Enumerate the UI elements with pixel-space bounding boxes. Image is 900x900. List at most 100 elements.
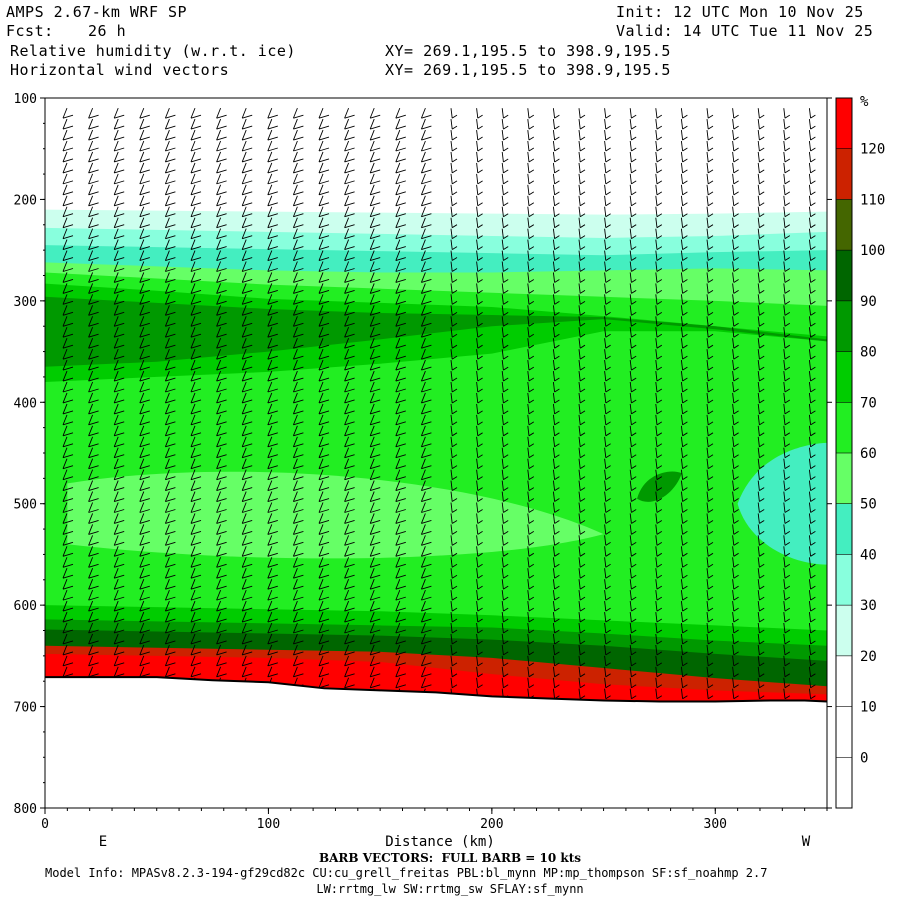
barb-flag [216, 180, 227, 185]
barb-flag [370, 684, 381, 689]
barb-staff [476, 480, 479, 491]
barb-staff [395, 173, 401, 185]
barb-staff [420, 381, 426, 393]
barb-staff [139, 568, 145, 579]
barb-flag [707, 114, 714, 119]
barb-flag [293, 618, 304, 623]
barb-staff [216, 491, 222, 502]
barb-staff [655, 349, 658, 360]
barb-staff [190, 272, 196, 283]
barb-flag [656, 563, 663, 568]
barb-staff [706, 316, 709, 327]
barb-staff [369, 469, 375, 480]
barb-flag [62, 246, 74, 251]
barb-staff [88, 261, 94, 272]
barb-flag [114, 257, 125, 261]
barb-flag [267, 158, 278, 163]
barb-staff [578, 655, 581, 666]
barb-flag [114, 498, 125, 502]
barb-staff [655, 677, 658, 688]
colorbar-label: 20 [860, 649, 877, 665]
barb-staff [706, 611, 709, 623]
barb-staff [706, 524, 709, 535]
barb-flag [810, 487, 816, 491]
barb-flag [477, 520, 483, 524]
barb-staff [113, 666, 119, 677]
barb-staff [267, 316, 273, 327]
barb-staff [190, 666, 196, 677]
barb-staff [395, 458, 401, 469]
barb-flag [579, 224, 586, 229]
barb-flag [421, 629, 432, 634]
barb-column [706, 108, 714, 700]
barb-staff [783, 381, 786, 393]
barb-staff [501, 579, 504, 590]
barb-staff [88, 338, 94, 349]
barb-staff [139, 338, 145, 349]
barb-flag [88, 662, 99, 667]
barb-flag [554, 410, 560, 415]
barb-staff [241, 458, 247, 469]
barb-flag [318, 651, 330, 656]
barb-staff [578, 119, 581, 130]
barb-staff [139, 600, 145, 612]
barb-flag [477, 355, 483, 360]
barb-flag [370, 125, 381, 130]
barb-flag [114, 366, 125, 371]
barb-staff [88, 184, 94, 195]
barb-flag [267, 169, 278, 174]
barb-flag [421, 268, 432, 272]
barb-staff [113, 162, 119, 174]
barb-staff [476, 392, 479, 404]
barb-flag [682, 465, 688, 470]
barb-staff [216, 261, 222, 272]
barb-flag [139, 344, 150, 349]
barb-flag [190, 629, 202, 634]
barb-staff [476, 447, 479, 458]
barb-flag [370, 607, 381, 612]
barb-staff [783, 349, 786, 360]
barb-staff [655, 370, 658, 382]
barb-staff [578, 228, 581, 239]
barb-flag [318, 333, 330, 338]
barb-staff [344, 173, 350, 185]
barb-staff [680, 447, 684, 458]
barb-flag [528, 125, 535, 130]
barb-staff [267, 392, 273, 404]
barb-flag [190, 191, 202, 196]
barb-flag [528, 333, 535, 338]
barb-staff [629, 261, 632, 272]
barb-flag [605, 563, 611, 568]
barb-staff [808, 546, 812, 557]
barb-flag [318, 213, 330, 218]
barb-flag [477, 322, 483, 327]
barb-flag [631, 552, 637, 557]
barb-flag [62, 443, 74, 448]
barb-staff [629, 217, 632, 228]
barb-flag [528, 268, 535, 272]
barb-flag [554, 465, 560, 470]
barb-flag [318, 125, 330, 130]
barb-flag [477, 279, 483, 283]
barb-flag [528, 640, 535, 645]
barb-flag [451, 541, 458, 546]
barb-flag [810, 290, 816, 294]
barb-flag [707, 224, 714, 229]
barb-flag [631, 629, 637, 634]
barb-flag [395, 344, 406, 349]
barb-flag [631, 202, 637, 207]
barb-flag [451, 684, 458, 689]
barb-staff [527, 535, 530, 546]
barb-staff [732, 469, 735, 480]
barb-staff [604, 644, 607, 655]
barb-flag [554, 476, 560, 481]
barb-staff [808, 644, 812, 655]
barb-flag [579, 465, 586, 470]
barb-staff [680, 239, 684, 250]
barb-staff [501, 349, 504, 360]
barb-flag [344, 289, 355, 294]
barb-flag [62, 257, 74, 261]
barb-staff [88, 327, 94, 338]
barb-staff [501, 644, 504, 655]
barb-flag [267, 629, 278, 634]
